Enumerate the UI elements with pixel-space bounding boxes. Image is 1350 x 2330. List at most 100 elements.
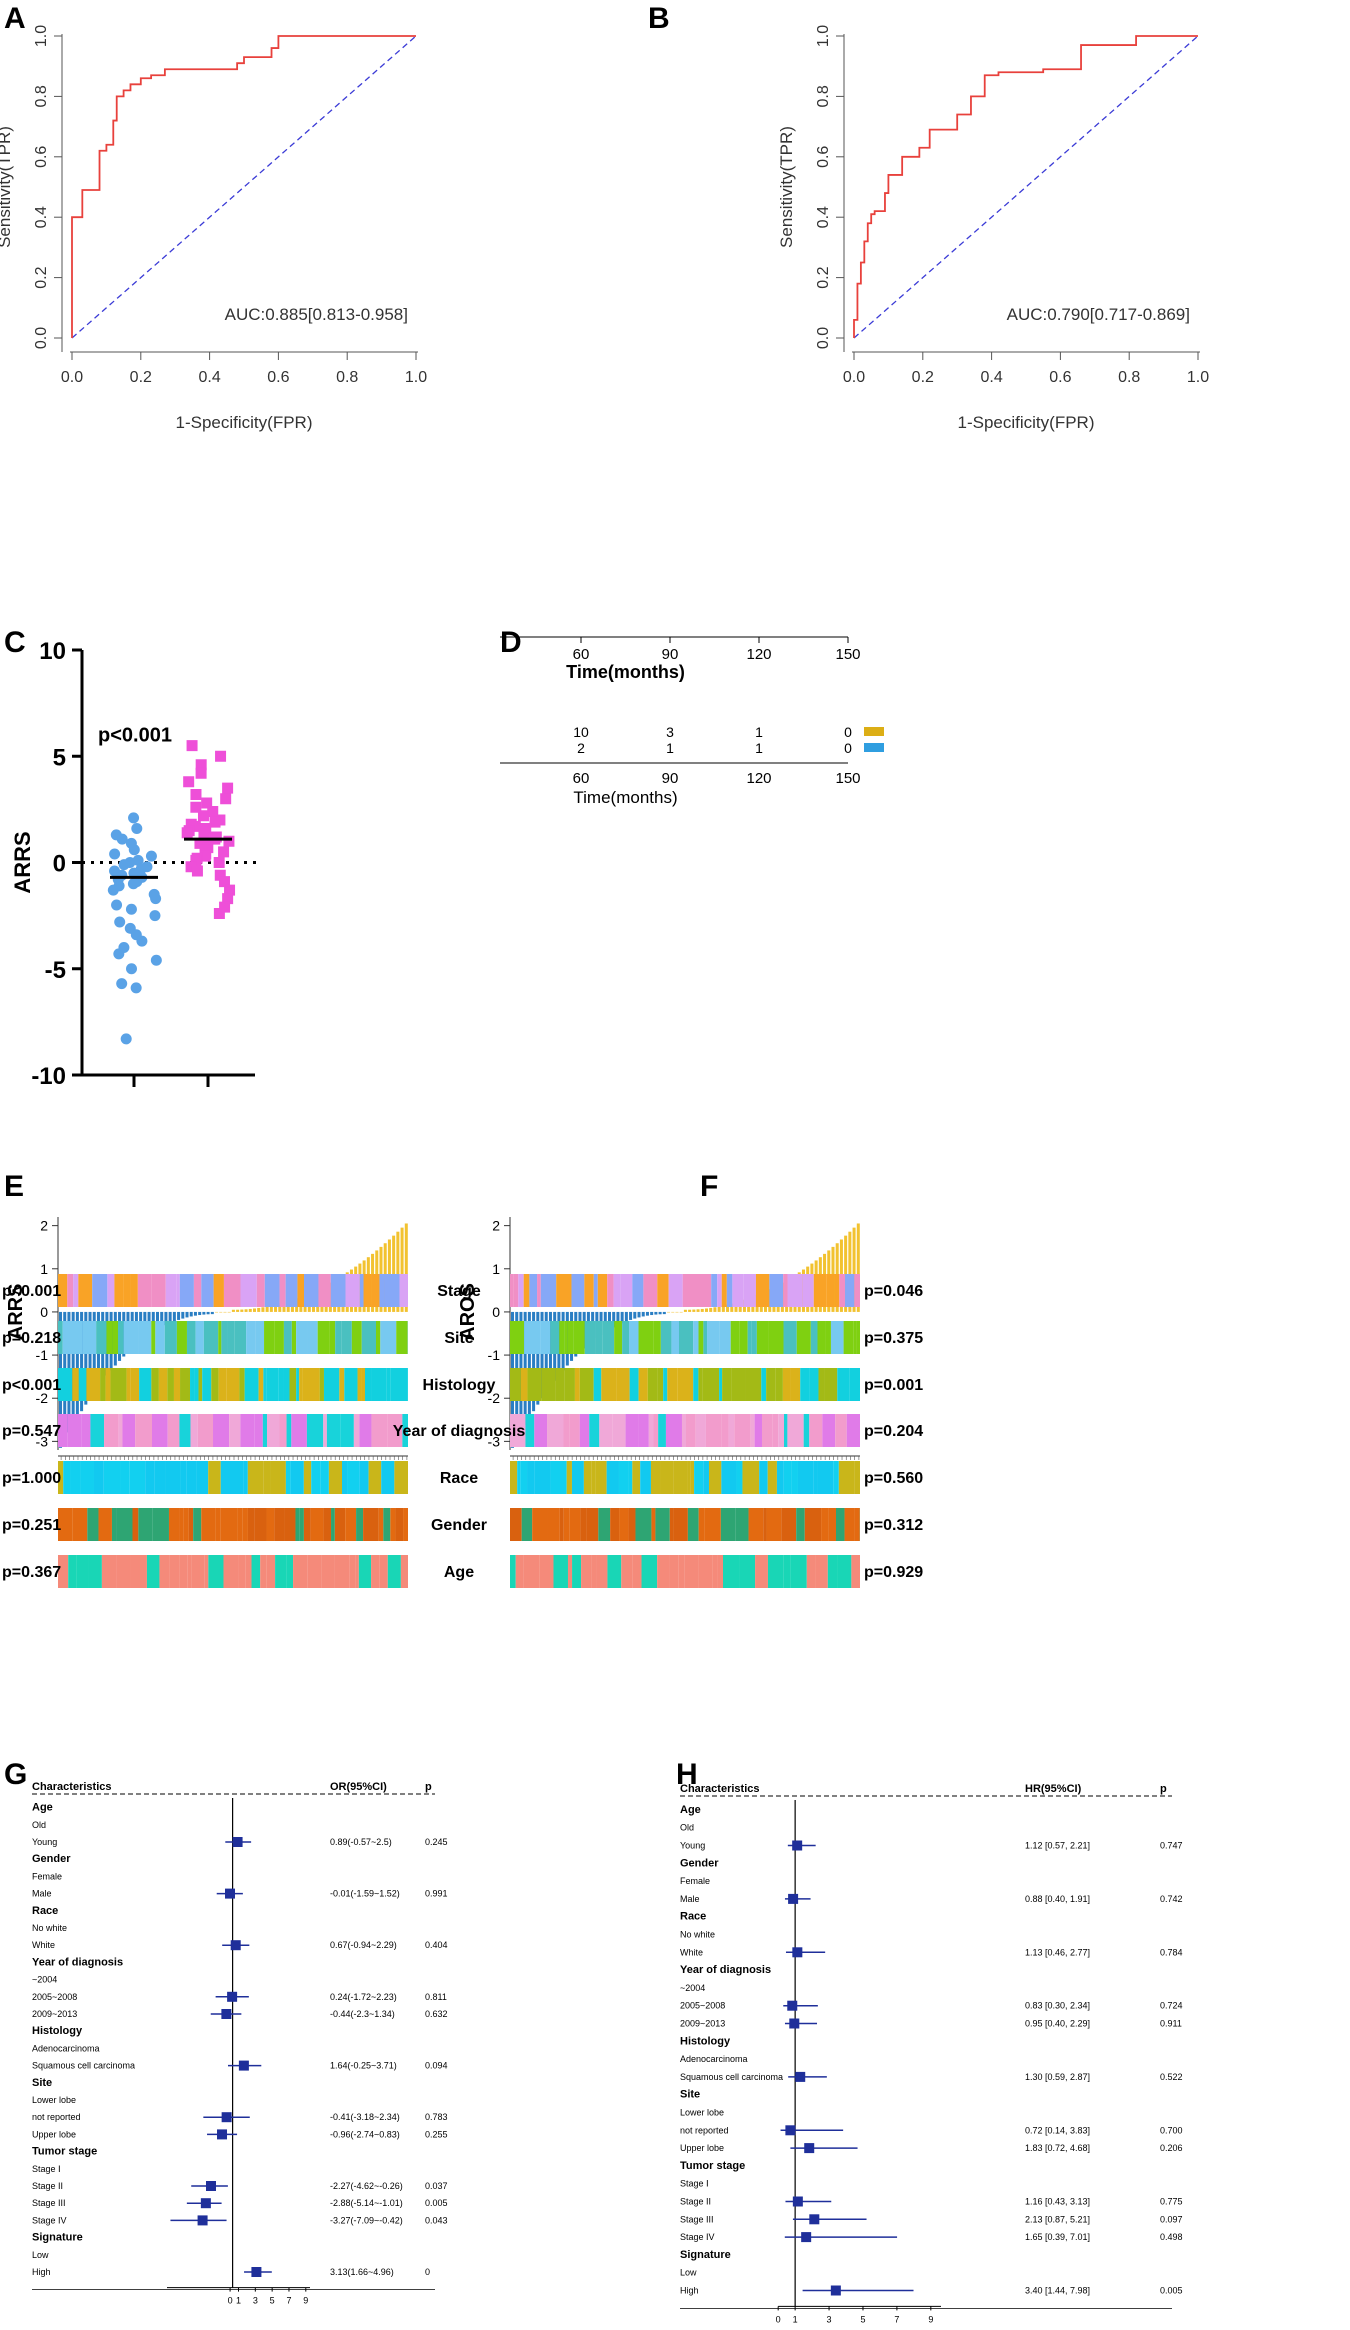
forest-row-p: 0.783 [425, 2112, 448, 2122]
forest-chart-h: Characteristics HR(95%CI) p 0 1 3 5 7 9 Age Old You… [680, 1783, 1183, 2324]
heatmap-cell-3 [835, 1414, 847, 1447]
heatmap-cell-4 [103, 1461, 121, 1494]
forest-row-estimate: -0.44(-2.3~1.34) [330, 2009, 395, 2019]
heatmap-cell-0 [371, 1274, 380, 1307]
forest-group-header: Gender [680, 1857, 719, 1869]
heatmap-cell-1 [317, 1321, 330, 1354]
heatmap-cell-1 [756, 1321, 769, 1354]
forest-row-label: White [32, 1940, 55, 1950]
heatmap-row-label: Gender [431, 1517, 487, 1534]
heatmap-cell-0 [151, 1274, 166, 1307]
waterfall-e-y-tick-label: 0 [40, 1304, 48, 1320]
y-tick-label: 0.2 [33, 266, 50, 288]
forest-group-header: Tumor stage [32, 2146, 97, 2158]
waterfall-e-bar [160, 1311, 164, 1328]
heatmap-cell-2 [386, 1368, 391, 1401]
heatmap-cell-2 [226, 1368, 240, 1401]
waterfall-e-bar [252, 1308, 256, 1312]
heatmap-cell-6 [851, 1555, 860, 1588]
heatmap-cell-1 [510, 1321, 525, 1354]
heatmap-cell-0 [597, 1274, 608, 1307]
heatmap-cell-5 [168, 1508, 180, 1541]
forest-row-label: No white [680, 1930, 715, 1940]
forest-group-header: Age [680, 1804, 701, 1816]
heatmap-cell-3 [534, 1414, 548, 1447]
heatmap-cell-3 [809, 1414, 823, 1447]
heatmap-cell-2 [510, 1368, 521, 1401]
forest-point [197, 2215, 208, 2226]
scatter-chart-c: 10 5 0 -5 -10 ARRS p<0.001 [10, 638, 260, 1090]
heatmap-cell-3 [122, 1414, 136, 1447]
forest-row-p: 0.911 [1160, 2019, 1182, 2029]
panel-label-a: A [4, 2, 26, 35]
heatmap-cell-2 [731, 1368, 746, 1401]
heatmap-cell-0 [223, 1274, 241, 1307]
heatmap-cell-0 [643, 1274, 658, 1307]
heatmap-cell-1 [361, 1321, 376, 1354]
heatmap-cell-6 [790, 1555, 807, 1588]
forest-point [789, 2018, 800, 2029]
heatmap-cell-1 [186, 1321, 196, 1354]
heatmap-cell-1 [138, 1321, 152, 1354]
forest-chart-g: Characteristics OR(95%CI) p0 1 3 5 7 9AgeOldYou… [32, 1781, 448, 2306]
waterfall-e-bar [172, 1311, 176, 1322]
heatmap-cell-0 [620, 1274, 633, 1307]
forest-point [225, 1888, 236, 1899]
scatter-point-group1 [125, 903, 137, 915]
heatmap-cell-5 [735, 1508, 749, 1541]
heatmap-cell-3 [262, 1414, 268, 1447]
heatmap-cell-0 [540, 1274, 557, 1307]
heatmap-cell-0 [668, 1274, 683, 1307]
forest-row-estimate: -3.27(-7.09~-0.42) [330, 2215, 403, 2225]
heatmap-cell-1 [117, 1321, 124, 1354]
waterfall-e-bar [189, 1311, 193, 1317]
heatmap-cell-0 [726, 1274, 733, 1307]
heatmap-cell-4 [767, 1461, 777, 1494]
forest-row-label: Old [680, 1823, 694, 1833]
y-axis-label: Sensitivity(TPR) [777, 126, 796, 248]
waterfall-f-bar [730, 1303, 734, 1312]
heatmap-cell-0 [802, 1274, 814, 1307]
heatmap-cell-3 [340, 1414, 354, 1447]
x-tick-label: 120 [746, 646, 771, 663]
x-tick-label: 0.8 [336, 369, 358, 386]
waterfall-f-y-axis-label: AROS [457, 1283, 479, 1341]
heatmap-cell-4 [687, 1461, 691, 1494]
heatmap-cell-2 [390, 1368, 408, 1401]
forest-row-p: 0.775 [1160, 2197, 1183, 2207]
p-value-left: p<0.001 [2, 1377, 61, 1394]
heatmap-cell-5 [628, 1508, 636, 1541]
panel-label-g: G [4, 1758, 28, 1791]
heatmap-cell-2 [72, 1368, 79, 1401]
waterfall-e-bar [168, 1311, 172, 1324]
heatmap-cell-3 [750, 1414, 755, 1447]
forest-x-tick-label: 9 [928, 2314, 933, 2324]
heatmap-cell-1 [540, 1321, 551, 1354]
scatter-point-group1 [114, 916, 126, 928]
heatmap-cell-0 [92, 1274, 108, 1307]
heatmap-cell-6 [678, 1555, 685, 1588]
forest-group-header: Signature [680, 2249, 731, 2261]
risk-count-high: 1 [666, 740, 674, 756]
heatmap-cell-0 [240, 1274, 257, 1307]
scatter-point-group1 [128, 844, 140, 856]
heatmap-cell-2 [296, 1368, 300, 1401]
heatmap-cell-2 [86, 1368, 101, 1401]
heatmap-cell-6 [523, 1555, 540, 1588]
heatmap-cell-6 [739, 1555, 756, 1588]
forest-row-label: Young [32, 1837, 57, 1847]
heatmap-cell-1 [296, 1321, 308, 1354]
y-tick-label: 0.4 [33, 206, 50, 228]
heatmap-cell-5 [835, 1508, 845, 1541]
waterfall-f-bar [700, 1308, 704, 1312]
heatmap-cell-5 [345, 1508, 357, 1541]
forest-row-label: High [680, 2286, 699, 2296]
heatmap-cell-1 [595, 1321, 603, 1354]
heatmap-cell-6 [238, 1555, 246, 1588]
x-tick-label: 0.4 [198, 369, 220, 386]
forest-row-estimate: 1.13 [0.46, 2.77] [1025, 1947, 1090, 1957]
km-chart-d: 1.000.750.500.250.000306090120150Time(mo… [500, 620, 884, 807]
heatmap-cell-0 [279, 1274, 286, 1307]
heatmap-cell-3 [229, 1414, 241, 1447]
forest-point [221, 2112, 232, 2123]
